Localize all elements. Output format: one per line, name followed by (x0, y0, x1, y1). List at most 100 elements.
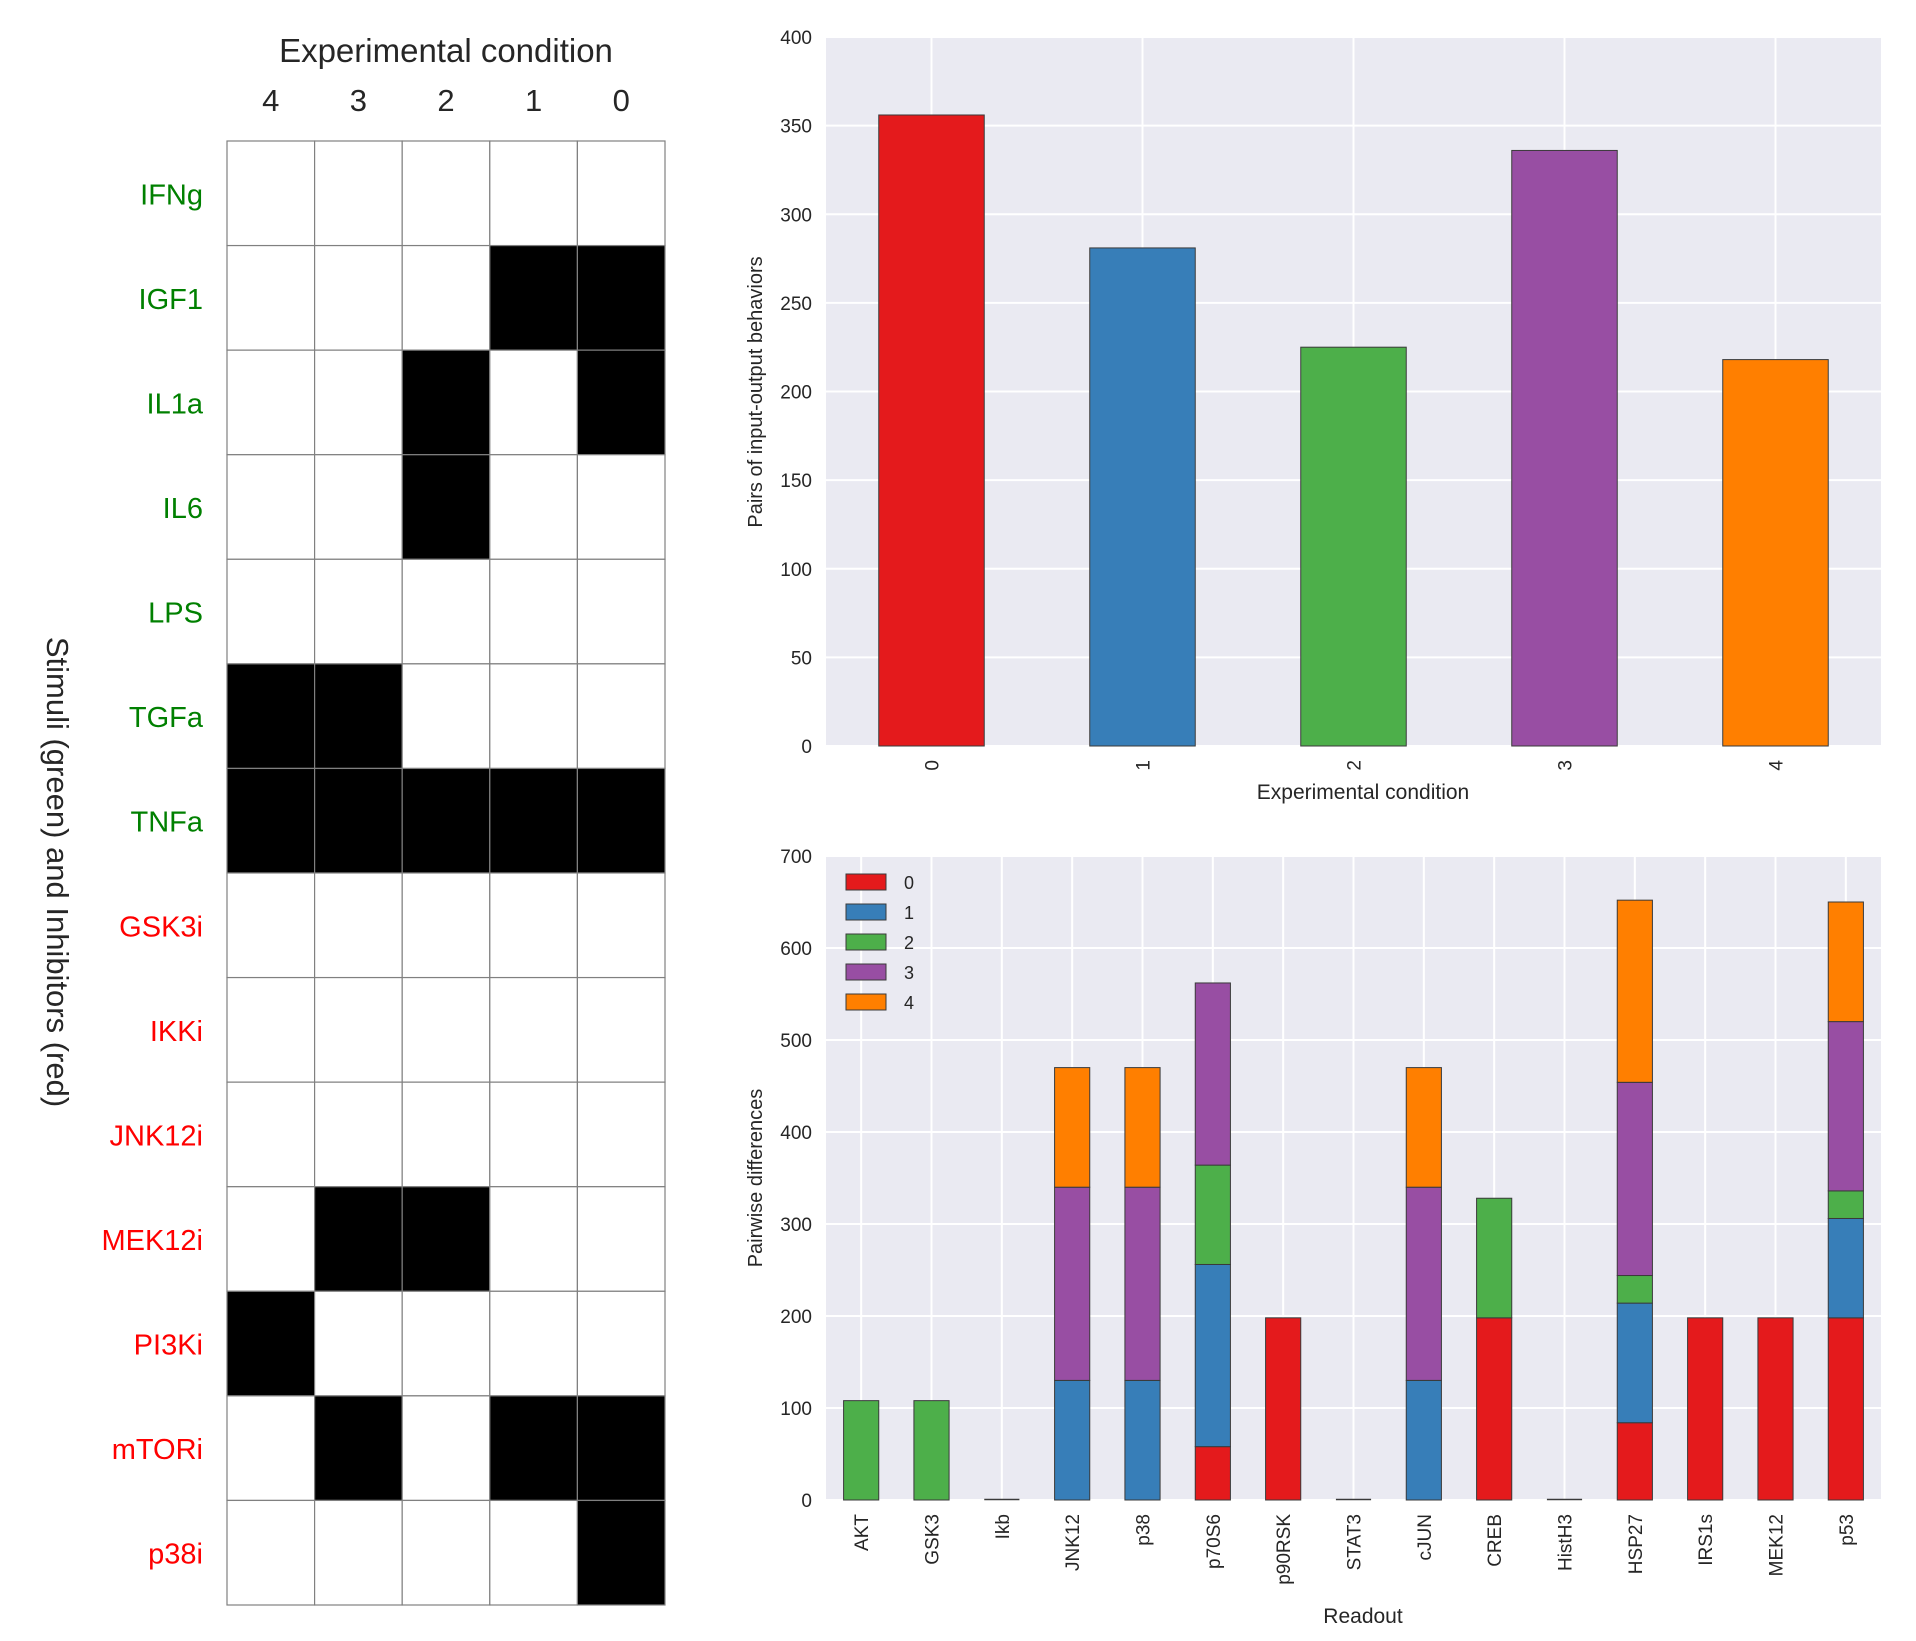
heatmap-row-label: IL1a (147, 388, 204, 420)
x-tick-label: HSP27 (1626, 1514, 1647, 1574)
condition-matrix-heatmap: Experimental condition Stimuli (green) a… (40, 32, 666, 1606)
bar-segment (1054, 1067, 1091, 1188)
bar (878, 114, 985, 747)
bar-segment (1405, 1067, 1442, 1188)
bar-chart-ylabel: Pairs of input-output behaviors (745, 256, 767, 527)
x-tick-label: IRS1s (1696, 1514, 1717, 1566)
heatmap-column-tick: 2 (437, 83, 454, 118)
bar-segment (1194, 1446, 1231, 1501)
bar-segment (1757, 1317, 1794, 1501)
bar-segment (1827, 1317, 1864, 1501)
heatmap-cell (401, 1395, 491, 1502)
heatmap-cell (576, 1290, 666, 1397)
x-tick-label: AKT (852, 1514, 873, 1551)
heatmap-cell (489, 140, 578, 247)
heatmap-cell (489, 349, 578, 456)
heatmap-row-label: TNFa (131, 807, 204, 839)
heatmap-cell (226, 976, 316, 1083)
heatmap-row-label: IL6 (163, 493, 203, 525)
heatmap-row-label: TGFa (129, 702, 204, 734)
stacked-chart-y-ticks: 0 100 200 300 400 500 600 700 (780, 847, 812, 1512)
heatmap-cell (576, 767, 666, 874)
heatmap-cell (314, 1499, 403, 1606)
y-tick-label: 300 (780, 1215, 812, 1236)
y-tick-label: 50 (791, 648, 812, 669)
heatmap-cells (226, 140, 666, 1606)
legend-label: 1 (904, 903, 914, 923)
legend-label: 4 (904, 993, 914, 1013)
bar-segment (1124, 1379, 1161, 1501)
heatmap-cell (489, 1186, 578, 1292)
heatmap-cell (576, 140, 666, 247)
bar-segment (1265, 1317, 1302, 1501)
heatmap-cell (226, 767, 316, 874)
x-tick-label: p53 (1837, 1514, 1858, 1546)
heatmap-cell (576, 976, 666, 1083)
heatmap-cell (226, 1290, 316, 1397)
heatmap-cell (576, 454, 666, 560)
bar-segment (1405, 1379, 1442, 1501)
y-tick-label: 300 (780, 205, 812, 226)
bar-segment (1194, 1263, 1231, 1448)
legend-swatch (845, 963, 887, 981)
x-tick-label: STAT3 (1345, 1514, 1366, 1570)
heatmap-cell (314, 767, 403, 874)
heatmap-ylabel: Stimuli (green) and Inhibitors (red) (40, 637, 75, 1107)
heatmap-cell (489, 976, 578, 1083)
heatmap-title: Experimental condition (279, 32, 613, 69)
heatmap-cell (576, 1395, 666, 1502)
bar-segment (1827, 901, 1864, 1023)
stacked-chart-ylabel: Pairwise differences (745, 1089, 767, 1268)
heatmap-cell (314, 1081, 403, 1188)
x-tick-label: cJUN (1415, 1514, 1436, 1560)
bar-segment (1054, 1379, 1091, 1501)
bar-segment (843, 1400, 880, 1501)
heatmap-cell (576, 663, 666, 770)
bar-segment (1827, 1217, 1864, 1319)
heatmap-cell (401, 1186, 491, 1292)
x-tick-label: 0 (923, 760, 944, 771)
bar-segment (1616, 1275, 1653, 1304)
y-tick-label: 700 (780, 847, 812, 868)
heatmap-cell (489, 1290, 578, 1397)
bar (1722, 359, 1829, 747)
heatmap-cell (489, 1395, 578, 1502)
heatmap-cell (226, 1186, 316, 1292)
heatmap-column-tick: 0 (613, 83, 630, 118)
heatmap-cell (226, 140, 316, 247)
y-tick-label: 200 (780, 383, 812, 404)
y-tick-label: 0 (801, 1491, 812, 1512)
heatmap-cell (401, 1081, 491, 1188)
legend-label: 3 (904, 963, 914, 983)
bar-segment (1194, 982, 1231, 1166)
heatmap-column-tick: 3 (350, 83, 367, 118)
stacked-chart-legend: 0 1 2 3 4 (845, 873, 914, 1013)
heatmap-cell (401, 558, 491, 665)
legend-swatch (845, 933, 887, 951)
heatmap-cell (314, 558, 403, 665)
bar (1300, 346, 1407, 747)
heatmap-column-ticks: 4 3 2 1 0 (262, 83, 630, 118)
heatmap-cell (489, 244, 578, 351)
legend-swatch (845, 993, 887, 1011)
heatmap-cell (489, 663, 578, 770)
bar-segment (1054, 1186, 1091, 1381)
heatmap-cell (226, 872, 316, 979)
bar-chart-x-ticks: 0 1 2 3 4 (923, 760, 1788, 771)
legend-label: 0 (904, 873, 914, 893)
heatmap-cell (226, 558, 316, 665)
legend-swatch (845, 903, 887, 921)
heatmap-row-label: GSK3i (119, 911, 203, 943)
y-tick-label: 350 (780, 117, 812, 138)
x-tick-label: p90RSK (1274, 1514, 1295, 1585)
x-tick-label: JNK12 (1063, 1514, 1084, 1571)
x-tick-label: 3 (1556, 760, 1577, 771)
heatmap-cell (314, 140, 403, 247)
heatmap-cell (314, 1290, 403, 1397)
y-tick-label: 100 (780, 560, 812, 581)
heatmap-cell (489, 558, 578, 665)
x-tick-label: p70S6 (1204, 1514, 1225, 1569)
bar-segment (1405, 1186, 1442, 1381)
heatmap-cell (401, 140, 491, 247)
y-tick-label: 200 (780, 1307, 812, 1328)
